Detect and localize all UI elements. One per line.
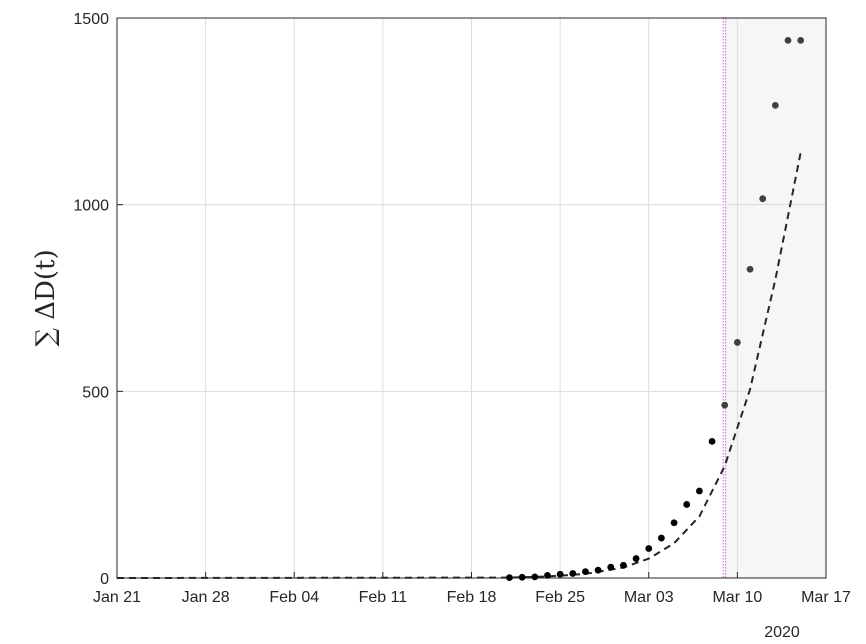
observed-point [683, 501, 691, 508]
observed-point [695, 487, 703, 495]
y-tick-label: 1500 [73, 11, 109, 28]
observed-point [645, 545, 653, 552]
forecast-observed-point [721, 401, 729, 409]
observed-point [506, 574, 513, 582]
observed-point [594, 566, 602, 574]
x-tick-label: Feb 25 [535, 589, 585, 606]
observed-point [569, 570, 577, 577]
forecast-observed-point [784, 37, 792, 44]
y-axis-label: ∑ ΔD(t) [31, 249, 61, 346]
forecast-observed-point [746, 265, 754, 273]
x-tick-label: Jan 28 [182, 589, 230, 606]
observed-point [518, 573, 526, 581]
observed-point [620, 561, 627, 569]
observed-point [582, 568, 589, 576]
forecast-region [724, 18, 826, 578]
x-tick-label: Jan 21 [93, 589, 141, 606]
observed-point [708, 437, 716, 445]
forecast-observed-point [797, 37, 805, 44]
observed-point [544, 571, 551, 579]
observed-point [658, 534, 665, 542]
y-tick-label: 0 [100, 571, 109, 588]
y-tick-label: 500 [82, 384, 109, 401]
observed-point [607, 563, 615, 571]
forecast-observed-point [733, 339, 741, 346]
fit-line [116, 152, 802, 579]
x-tick-label: Feb 04 [269, 589, 319, 606]
x-tick-label: Mar 03 [624, 589, 674, 606]
observed-point [531, 573, 539, 581]
y-tick-label: 1000 [73, 198, 109, 215]
x-tick-label: Feb 18 [447, 589, 497, 606]
forecast-observed-point [771, 101, 779, 109]
forecast-observed-point [759, 195, 767, 203]
x-tick-label: Mar 17 [801, 589, 851, 606]
x-tick-label: Mar 10 [712, 589, 762, 606]
observed-point [632, 555, 640, 562]
x-year-label: 2020 [764, 624, 800, 641]
x-tick-label: Feb 11 [359, 589, 408, 606]
observed-point [670, 519, 678, 527]
